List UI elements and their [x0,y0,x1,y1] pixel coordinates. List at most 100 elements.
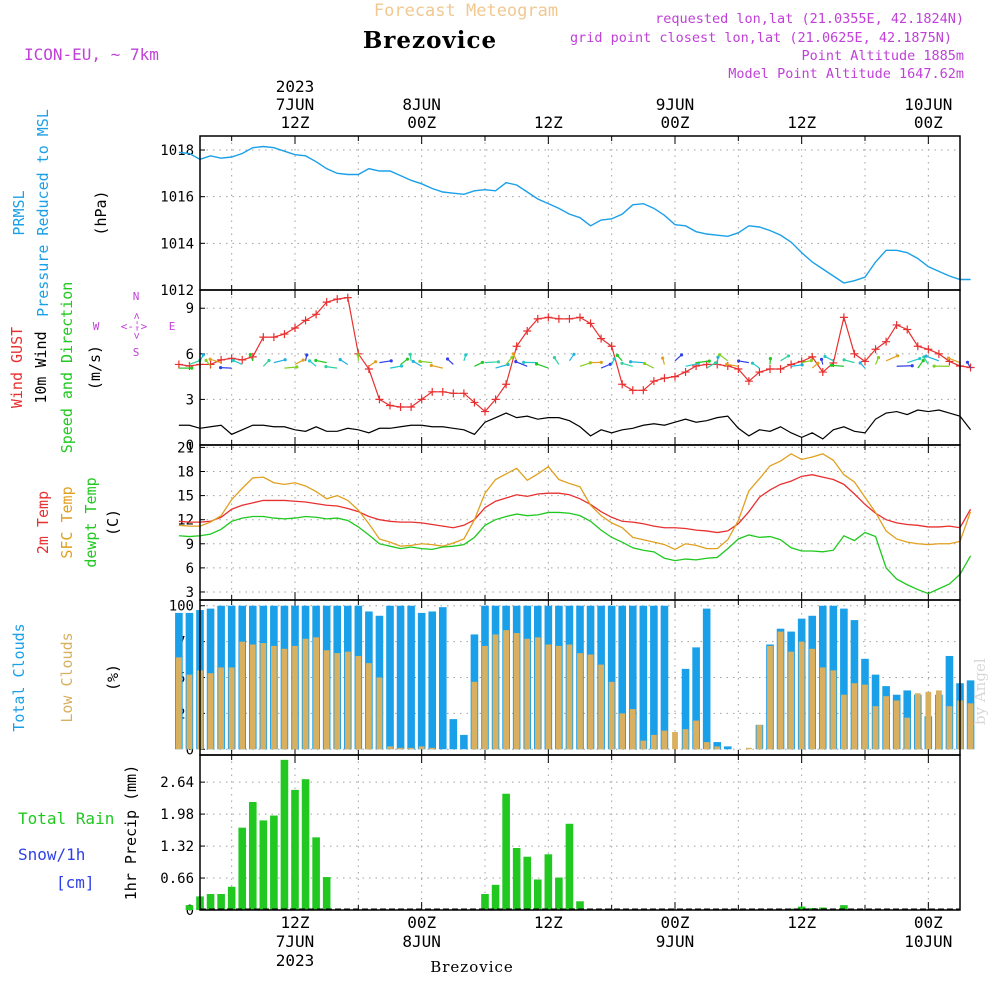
low-cloud-bar [619,713,625,749]
low-cloud-bar [693,721,699,750]
wind-direction-arrow [622,363,633,366]
wind-arrow-head [418,360,421,363]
low-cloud-bar [493,634,499,749]
low-cloud-bar [334,653,340,749]
wind-arrow-head [409,353,412,356]
low-cloud-bar [250,644,256,749]
wind-arrow-head [446,357,449,360]
top-time-label: 12Z [281,113,310,132]
wind-arrow-head [616,354,619,357]
low-cloud-bar [292,646,298,749]
low-cloud-bar [894,700,900,749]
wind-arrow-head [643,362,646,365]
total-cloud-bar [407,606,415,750]
wind-arrow-head [295,365,298,368]
gust-marker [386,401,394,409]
y-tick-label: 1016 [160,190,194,206]
wind-arrow-head [877,356,880,359]
wind-arrow-head [830,364,833,367]
precip-legend-2: [cm] [56,873,95,892]
gust-marker [428,388,436,396]
wind-arrow-head [843,358,846,361]
wind-side-label-0: Wind GUST [8,327,26,408]
rain-bar [545,854,553,910]
rain-bar [207,894,215,910]
total-cloud-bar [460,735,468,749]
gust-marker [175,360,183,368]
total-cloud-bar [650,606,658,750]
wind-arrow-head [801,363,804,366]
wind-arrow-head [314,359,317,362]
rain-bar [249,802,257,910]
top-time-label: 12Z [787,113,816,132]
clouds-side-label-0: Total Clouds [10,623,28,731]
compass-ns-arrow: <--> [130,312,143,339]
y-tick-label: 15 [177,489,194,505]
gust-marker [280,330,288,338]
y-tick-label: 9 [186,301,194,317]
requested-coords: requested lon,lat (21.0355E, 42.1824N) [655,11,964,27]
wind-arrow-head [209,358,212,361]
low-cloud-bar [757,725,763,749]
temp-side-label-2: dewpt Temp [82,477,100,567]
low-cloud-bar [820,667,826,749]
wind-arrow-head [933,365,936,368]
wind-arrow-head [680,353,683,356]
wind-arrow-head [400,364,403,367]
wind-side-label-3: (m/s) [86,345,104,390]
bottom-time-label: 00Z [407,913,436,932]
low-cloud-bar [303,639,309,750]
wind-arrow-head [464,353,467,356]
wind-arrow-head [859,361,862,364]
low-cloud-bar [799,642,805,750]
wind-arrow-head [535,362,538,365]
low-cloud-bar [683,729,689,749]
wind-arrow-head [751,362,754,365]
low-cloud-bar [482,646,488,749]
low-cloud-bar [387,746,393,749]
wind-arrow-head [202,353,205,356]
top-time-label: 12Z [534,113,563,132]
low-cloud-bar [545,644,551,749]
low-cloud-bar [704,742,710,749]
gust-marker [544,313,552,321]
rain-bar [513,848,521,910]
bottom-time-label: 2023 [276,951,315,970]
wind-arrow-head [725,363,728,366]
top-time-label: 00Z [914,113,943,132]
gust-marker [682,368,690,376]
y-tick-label: 6 [186,347,194,363]
low-cloud-bar [662,731,668,750]
low-cloud-bar [746,748,752,749]
y-tick-label: 1012 [160,283,194,299]
grid-coords: grid point closest lon,lat (21.0625E, 42… [570,30,952,46]
low-cloud-bar [208,673,214,749]
rain-bar [217,894,225,910]
top-time-label: 7JUN [276,95,315,114]
station-name: Brezovice [363,27,497,54]
low-cloud-bar [640,741,646,750]
rain-bar [534,879,542,910]
top-time-label: 8JUN [402,95,441,114]
low-cloud-bar [883,696,889,749]
temp-side-label-1: SFC Temp [58,486,76,558]
gust-marker [333,295,341,303]
bottom-time-label: 12Z [787,913,816,932]
wind-direction-arrow [284,367,296,368]
rain-bar [502,794,510,910]
wind-arrow-head [219,366,222,369]
wind-direction-arrow [537,364,549,368]
gust-marker [840,313,848,321]
y-tick-label: 1.98 [160,807,194,823]
compass-e: E [169,320,176,333]
total-cloud-bar [640,606,648,750]
pressure-side-label-2: (hPa) [92,190,110,235]
wind-arrow-head [661,356,664,359]
low-cloud-bar [862,685,868,750]
gust-marker [217,356,225,364]
wind-direction-arrow [274,360,285,363]
top-time-label: 9JUN [656,95,695,114]
